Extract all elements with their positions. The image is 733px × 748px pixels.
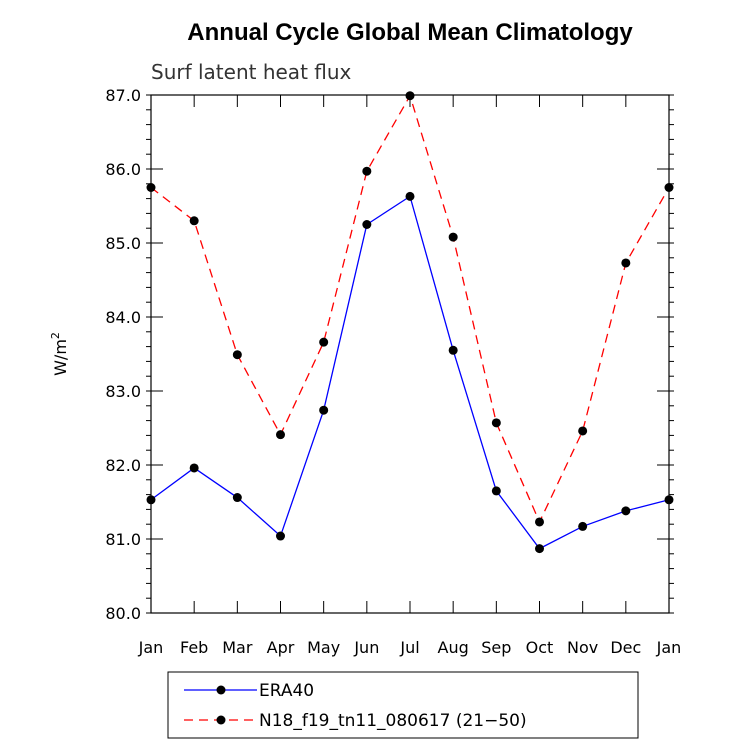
data-point (491, 486, 501, 496)
x-tick-label: Dec (610, 638, 641, 657)
x-tick-label: Jan (138, 638, 164, 657)
data-point (232, 350, 242, 360)
data-point (578, 521, 588, 531)
y-tick-label: 83.0 (105, 382, 141, 401)
x-tick-label: Apr (267, 638, 295, 657)
data-point (232, 493, 242, 503)
x-tick-label: Aug (438, 638, 469, 657)
x-tick-label: May (307, 638, 340, 657)
y-tick-label: 80.0 (105, 604, 141, 623)
data-point (319, 405, 329, 415)
data-point (319, 337, 329, 347)
y-tick-label: 85.0 (105, 234, 141, 253)
x-tick-label: Jan (656, 638, 682, 657)
legend-marker (216, 685, 226, 695)
data-point (405, 191, 415, 201)
legend-label: ERA40 (259, 681, 314, 701)
y-tick-label: 84.0 (105, 308, 141, 327)
series-line (150, 195, 670, 550)
data-point (362, 220, 372, 229)
data-point (189, 216, 199, 226)
legend-entry: ERA40 (184, 681, 314, 701)
plot-frame (150, 94, 670, 614)
y-tick-labels: 80.0 81.0 82.0 83.0 84.0 85.0 86.0 87.0 (105, 86, 141, 623)
data-point (448, 232, 458, 242)
data-point (535, 517, 544, 527)
y-tick-label: 81.0 (105, 530, 141, 549)
series-layer (146, 91, 674, 554)
data-point (491, 418, 501, 428)
y-axis-label-unit: W/m (51, 339, 70, 376)
x-tick-label: Jun (353, 638, 379, 657)
y-axis-label-exponent: 2 (49, 332, 62, 339)
data-point (276, 430, 285, 440)
x-tick-label: Jul (399, 638, 419, 657)
legend: ERA40 N18_f19_tn11_080617 (21−50) (167, 671, 639, 739)
x-tick-label: Sep (481, 638, 511, 657)
axis-ticks (146, 94, 674, 614)
data-point (578, 426, 588, 436)
data-point (621, 506, 631, 516)
data-point (621, 258, 631, 268)
y-tick-label: 82.0 (105, 456, 141, 475)
y-axis-label: W/m2 (49, 332, 70, 376)
chart-subtitle: Surf latent heat flux (151, 60, 352, 84)
x-tick-labels: Jan Feb Mar Apr May Jun Jul Aug Sep Oct Nov Dec Jan (138, 638, 682, 657)
x-tick-label: Feb (180, 638, 208, 657)
series-1 (146, 191, 674, 554)
data-point (405, 91, 415, 101)
legend-entry: N18_f19_tn11_080617 (21−50) (184, 711, 527, 731)
chart-title: Annual Cycle Global Mean Climatology (187, 19, 633, 46)
y-tick-label: 87.0 (105, 86, 141, 105)
legend-marker (216, 715, 226, 725)
data-point (535, 544, 544, 554)
y-tick-label: 86.0 (105, 160, 141, 179)
series-line (150, 94, 670, 524)
legend-box (167, 671, 639, 739)
x-tick-label: Nov (567, 638, 598, 657)
legend-label: N18_f19_tn11_080617 (21−50) (259, 711, 527, 731)
data-point (448, 345, 458, 355)
x-tick-label: Mar (222, 638, 253, 657)
data-point (276, 531, 285, 541)
data-point (189, 463, 199, 473)
svg-text:W/m2: W/m2 (49, 332, 70, 376)
series-2 (146, 91, 674, 527)
data-point (362, 166, 372, 176)
x-tick-label: Oct (526, 638, 554, 657)
